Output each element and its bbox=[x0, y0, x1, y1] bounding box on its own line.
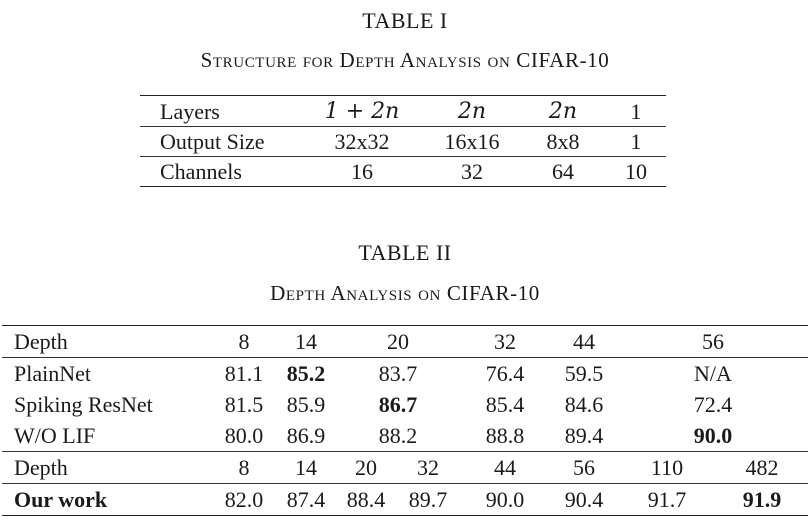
structure-table: Layers 1 + 2n 2n 2n 1 Output Size 32x32 … bbox=[140, 95, 666, 187]
table-row: Layers 1 + 2n 2n 2n 1 bbox=[140, 95, 666, 127]
row-label: Layers bbox=[140, 95, 300, 127]
row-label: W/O LIF bbox=[14, 423, 96, 448]
table-row: Our work 82.0 87.4 88.4 89.7 90.0 90.4 9… bbox=[2, 483, 808, 516]
cell: 91.9 bbox=[716, 483, 808, 516]
cell: 85.4 bbox=[485, 392, 525, 417]
cell: 81.5 bbox=[224, 392, 264, 417]
cell: 482 bbox=[716, 451, 808, 484]
cell: 2n bbox=[520, 95, 606, 127]
cell: 90.0 bbox=[693, 423, 733, 448]
cell: 59.5 bbox=[550, 357, 618, 389]
cell: 1 bbox=[606, 95, 666, 127]
cell: 84.6 bbox=[564, 392, 604, 417]
header-row: Depth 8 14 20 32 44 56 bbox=[2, 325, 808, 358]
cell: 14 bbox=[276, 325, 336, 358]
cell: 1 bbox=[606, 126, 666, 157]
row-label: Our work bbox=[2, 483, 212, 516]
row-label: Depth bbox=[2, 325, 212, 358]
table-row: Channels 16 32 64 10 bbox=[140, 156, 666, 187]
table-row: W/O LIF 80.0 86.9 88.2 88.8 89.4 90.0 bbox=[2, 420, 808, 452]
cell: 20 bbox=[336, 451, 396, 484]
table1-caption: Structure for Depth Analysis on CIFAR-10 bbox=[200, 48, 610, 72]
cell: 82.0 bbox=[212, 483, 276, 516]
cell: 8x8 bbox=[520, 126, 606, 157]
cell: 86.7 bbox=[378, 392, 418, 417]
row-label: Output Size bbox=[140, 126, 300, 157]
cell: 72.4 bbox=[693, 392, 733, 417]
cell: 56 bbox=[618, 325, 808, 358]
depth-analysis-table: Depth 8 14 20 32 44 56 PlainNet 81.1 85.… bbox=[2, 325, 808, 516]
table2-label: TABLE II bbox=[358, 240, 452, 265]
table-row: Spiking ResNet 81.5 85.9 86.7 85.4 84.6 … bbox=[2, 389, 808, 420]
cell: 56 bbox=[550, 451, 618, 484]
cell: 91.7 bbox=[618, 483, 716, 516]
cell: 16x16 bbox=[424, 126, 520, 157]
cell: 90.4 bbox=[550, 483, 618, 516]
cell: 85.9 bbox=[286, 392, 326, 417]
row-label: Spiking ResNet bbox=[14, 392, 153, 417]
row-label: Depth bbox=[2, 451, 212, 484]
cell: 44 bbox=[460, 451, 550, 484]
cell: 10 bbox=[606, 156, 666, 187]
cell: 85.2 bbox=[276, 357, 336, 389]
cell: 89.7 bbox=[396, 483, 460, 516]
cell: 86.9 bbox=[286, 423, 326, 448]
table-row: PlainNet 81.1 85.2 83.7 76.4 59.5 N/A bbox=[2, 357, 808, 389]
cell: N/A bbox=[618, 357, 808, 389]
cell: 88.4 bbox=[336, 483, 396, 516]
table-row: Output Size 32x32 16x16 8x8 1 bbox=[140, 126, 666, 157]
cell: 88.2 bbox=[378, 423, 418, 448]
cell: 81.1 bbox=[212, 357, 276, 389]
cell: 20 bbox=[336, 325, 460, 358]
cell: 80.0 bbox=[224, 423, 264, 448]
cell: 32 bbox=[424, 156, 520, 187]
cell: 90.0 bbox=[460, 483, 550, 516]
cell: 2n bbox=[424, 95, 520, 127]
cell: 1 + 2n bbox=[300, 95, 424, 127]
cell: 14 bbox=[276, 451, 336, 484]
cell: 87.4 bbox=[276, 483, 336, 516]
cell: 64 bbox=[520, 156, 606, 187]
cell: 83.7 bbox=[336, 357, 460, 389]
cell: 16 bbox=[300, 156, 424, 187]
cell: 110 bbox=[618, 451, 716, 484]
cell: 76.4 bbox=[460, 357, 550, 389]
header-row: Depth 8 14 20 32 44 56 110 482 bbox=[2, 451, 808, 484]
cell: 32 bbox=[396, 451, 460, 484]
row-label: PlainNet bbox=[2, 357, 212, 389]
cell: 88.8 bbox=[485, 423, 525, 448]
cell: 89.4 bbox=[564, 423, 604, 448]
table2-caption: Depth Analysis on CIFAR-10 bbox=[270, 281, 540, 305]
cell: 8 bbox=[212, 451, 276, 484]
table1-label: TABLE I bbox=[362, 8, 448, 33]
cell: 32 bbox=[460, 325, 550, 358]
cell: 44 bbox=[550, 325, 618, 358]
cell: 8 bbox=[212, 325, 276, 358]
cell: 32x32 bbox=[300, 126, 424, 157]
row-label: Channels bbox=[140, 156, 300, 187]
